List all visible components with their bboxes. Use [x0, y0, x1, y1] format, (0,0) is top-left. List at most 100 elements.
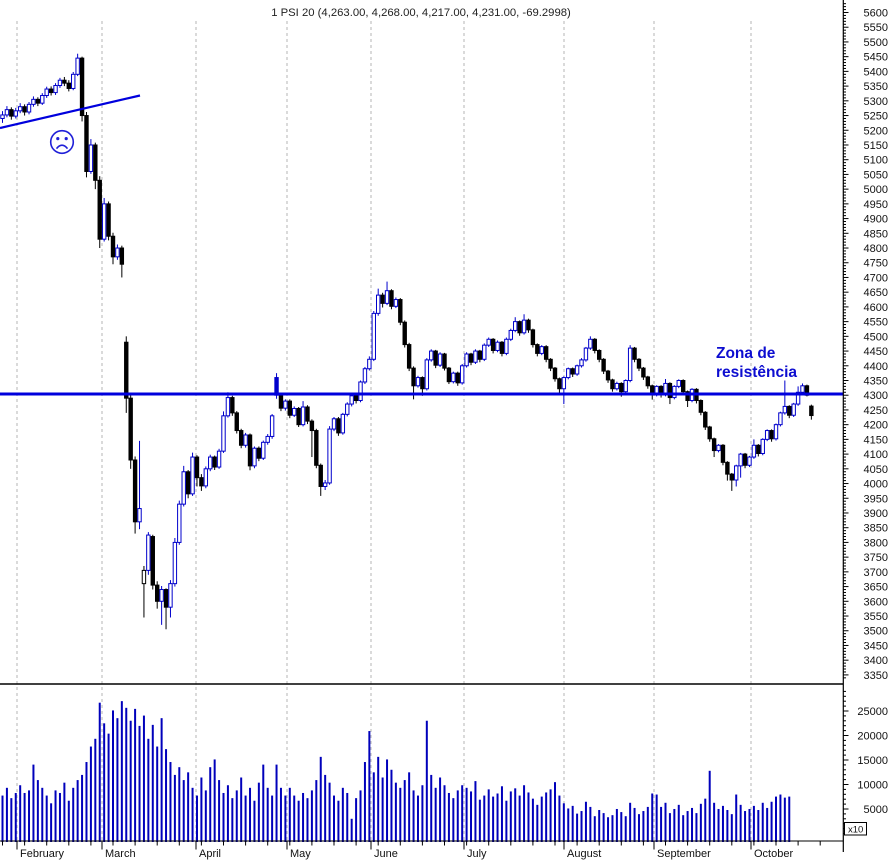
price-axis-label: 4050 — [864, 464, 888, 476]
price-axis-label: 4450 — [864, 346, 888, 358]
candle-body — [22, 106, 27, 113]
candle-body — [570, 368, 575, 375]
volume-bar — [76, 780, 79, 842]
volume-bar — [394, 782, 397, 842]
volume-bar — [505, 800, 508, 842]
price-axis-label: 3600 — [864, 596, 888, 608]
candle-body — [411, 367, 416, 387]
candle-body — [451, 372, 456, 383]
candle-body — [499, 341, 505, 354]
volume-bar — [766, 807, 769, 842]
volume-bar — [306, 798, 309, 842]
volume-bar — [399, 787, 402, 842]
candle-body — [402, 321, 407, 346]
volume-bar — [235, 790, 238, 842]
candle-body — [627, 347, 633, 381]
axes — [0, 0, 849, 852]
volume-bar — [341, 787, 344, 842]
price-axis-label: 4850 — [864, 228, 888, 240]
volume-bar — [169, 762, 172, 842]
volume-bar — [633, 807, 636, 842]
volume-bar — [580, 811, 583, 842]
month-label: June — [374, 848, 398, 860]
candle-body — [119, 247, 125, 265]
price-axis-label: 5350 — [864, 81, 888, 93]
price-axis-label: 5100 — [864, 155, 888, 167]
candle-body — [185, 471, 191, 495]
candle-body — [619, 382, 624, 393]
candle-body — [247, 434, 253, 467]
price-axis-label: 5300 — [864, 96, 888, 108]
volume-bar — [730, 814, 733, 842]
price-axis-label: 5150 — [864, 140, 888, 152]
volume-bar — [752, 805, 755, 842]
candle-body — [97, 179, 102, 240]
candle-body — [539, 346, 544, 354]
candle-body — [336, 418, 341, 434]
candle-body — [353, 395, 359, 402]
candle-body — [283, 400, 288, 409]
candle-body — [194, 456, 200, 479]
volume-bar — [735, 794, 738, 842]
price-axis-label: 5250 — [864, 111, 888, 123]
candle-body — [40, 95, 45, 104]
candle-body — [513, 321, 518, 331]
volume-bar — [487, 789, 490, 842]
volume-bar — [554, 782, 556, 842]
candle-body — [362, 368, 368, 383]
volume-bar — [85, 762, 88, 842]
resistance-annotation-line2: resistência — [716, 364, 797, 381]
volume-bar — [589, 806, 592, 842]
volume-bar — [262, 764, 265, 842]
month-label: September — [657, 848, 711, 860]
price-axis-label: 4250 — [864, 405, 888, 417]
volume-bar — [540, 796, 543, 842]
volume-bar — [713, 802, 716, 842]
volume-bar — [646, 806, 649, 842]
volume-bar — [112, 710, 114, 842]
candle-body — [645, 376, 651, 387]
volume-bar — [726, 810, 729, 842]
volume-bar — [465, 787, 468, 842]
volume-bar — [699, 803, 702, 842]
candle-body — [641, 367, 646, 378]
candle-body — [504, 338, 509, 354]
candle-body — [442, 353, 447, 369]
candle-body — [667, 382, 673, 399]
candle-body — [561, 377, 567, 390]
volume-bar — [45, 795, 48, 842]
volume-bar — [739, 804, 742, 842]
resistance-annotation-line1: Zona de — [716, 345, 776, 362]
candle-body — [446, 367, 452, 383]
volume-bar — [67, 800, 70, 842]
candle-body — [345, 403, 350, 415]
candle-body — [787, 405, 792, 416]
candle-body — [433, 350, 438, 366]
volume-bar — [779, 794, 782, 842]
candle-body — [75, 57, 80, 75]
volume-bar — [134, 708, 137, 842]
price-axis-label: 5050 — [864, 169, 888, 181]
candle-body — [632, 347, 637, 360]
volume-bar — [226, 785, 229, 842]
volume-bar — [363, 762, 366, 842]
candle-body — [66, 82, 71, 89]
volume-bar — [240, 777, 243, 842]
volume-bar — [452, 798, 455, 842]
price-axis-label: 4550 — [864, 317, 888, 329]
volume-axis-label: 20000 — [857, 731, 888, 743]
volume-bar — [655, 794, 658, 842]
price-axis-label: 4900 — [864, 214, 888, 226]
candle-body — [367, 358, 372, 370]
volume-bar — [651, 793, 654, 842]
month-label: February — [20, 848, 65, 860]
volume-bar — [761, 802, 764, 842]
price-axis-label: 3900 — [864, 508, 888, 520]
volume-bar — [461, 785, 464, 842]
candle-body — [530, 329, 536, 346]
volume-bar — [368, 731, 371, 842]
volume-bar — [748, 808, 751, 842]
candle-body — [734, 465, 739, 481]
candle-body — [760, 438, 765, 455]
volume-bar — [443, 785, 446, 842]
